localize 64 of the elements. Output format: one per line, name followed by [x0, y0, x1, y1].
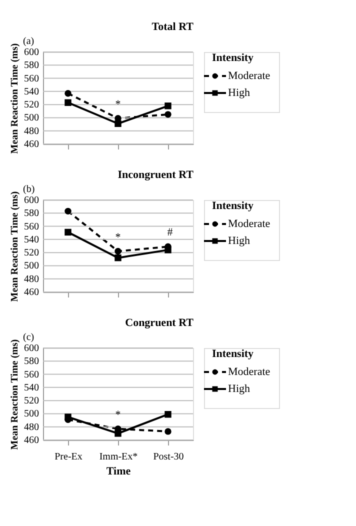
- legend-label: High: [228, 235, 250, 247]
- point: [164, 411, 172, 418]
- point: [164, 428, 172, 435]
- y-axis-title: Mean Reaction Time (ms): [10, 191, 20, 302]
- text: (b): [23, 184, 35, 195]
- legend-label: High: [228, 383, 250, 395]
- y-tick-label: 520: [24, 100, 39, 111]
- point: [164, 111, 172, 118]
- y-tick-label: 460: [24, 139, 39, 150]
- chart-title: Incongruent RT: [118, 169, 194, 181]
- y-tick-label: 580: [24, 60, 39, 72]
- y-tick-label: 500: [24, 260, 39, 272]
- annotation: #: [167, 226, 174, 239]
- y-tick-label: 500: [24, 408, 39, 420]
- point: [164, 246, 172, 254]
- point: [164, 102, 172, 110]
- y-tick-label: 600: [24, 47, 39, 58]
- x-tick-label: Post-30: [153, 452, 184, 462]
- y-tick-label: 460: [24, 287, 39, 298]
- point: [114, 120, 122, 127]
- y-tick-label: 500: [24, 112, 39, 124]
- x-axis-title: Time: [106, 466, 131, 478]
- y-tick-label: 460: [24, 435, 39, 446]
- chart-title: Congruent RT: [125, 317, 194, 329]
- point: [64, 208, 72, 215]
- y-tick-label: 540: [24, 234, 39, 246]
- legend-title: Intensity: [212, 200, 254, 212]
- y-tick-label: 540: [24, 382, 39, 394]
- y-tick-label: 520: [24, 248, 39, 259]
- point: [114, 254, 122, 262]
- chart-title: Total RT: [152, 21, 194, 33]
- legend-label: Moderate: [228, 366, 270, 378]
- point: [64, 99, 72, 106]
- y-tick-label: 560: [24, 369, 39, 380]
- legend-label: Moderate: [228, 70, 270, 82]
- y-tick-label: 540: [24, 86, 39, 98]
- y-tick-label: 560: [24, 73, 39, 84]
- point: [64, 90, 72, 97]
- y-tick-label: 600: [24, 195, 39, 206]
- point: [64, 414, 72, 420]
- legend-title: Intensity: [212, 52, 254, 64]
- legend-label: High: [228, 87, 250, 99]
- annotation: *: [115, 98, 121, 110]
- x-tick-label: Pre-Ex: [54, 452, 82, 462]
- point: [114, 248, 122, 255]
- annotation: *: [115, 231, 121, 244]
- y-axis-title: Mean Reaction Time (ms): [10, 339, 20, 450]
- y-axis-title: Mean Reaction Time (ms): [10, 43, 20, 154]
- y-tick-label: 480: [24, 422, 39, 433]
- legend-title: Intensity: [212, 348, 254, 360]
- y-tick-label: 580: [24, 208, 39, 220]
- y-tick-label: 580: [24, 356, 39, 368]
- annotation: *: [115, 408, 121, 421]
- text: (c): [23, 332, 34, 343]
- point: [64, 228, 72, 236]
- y-tick-label: 560: [24, 221, 39, 232]
- text: (a): [23, 36, 34, 47]
- y-tick-label: 520: [24, 396, 39, 407]
- x-tick-label: Imm-Ex*: [99, 452, 138, 462]
- y-tick-label: 600: [24, 343, 39, 354]
- y-tick-label: 480: [24, 274, 39, 285]
- legend-label: Moderate: [228, 218, 270, 230]
- y-tick-label: 480: [24, 126, 39, 137]
- point: [114, 430, 122, 437]
